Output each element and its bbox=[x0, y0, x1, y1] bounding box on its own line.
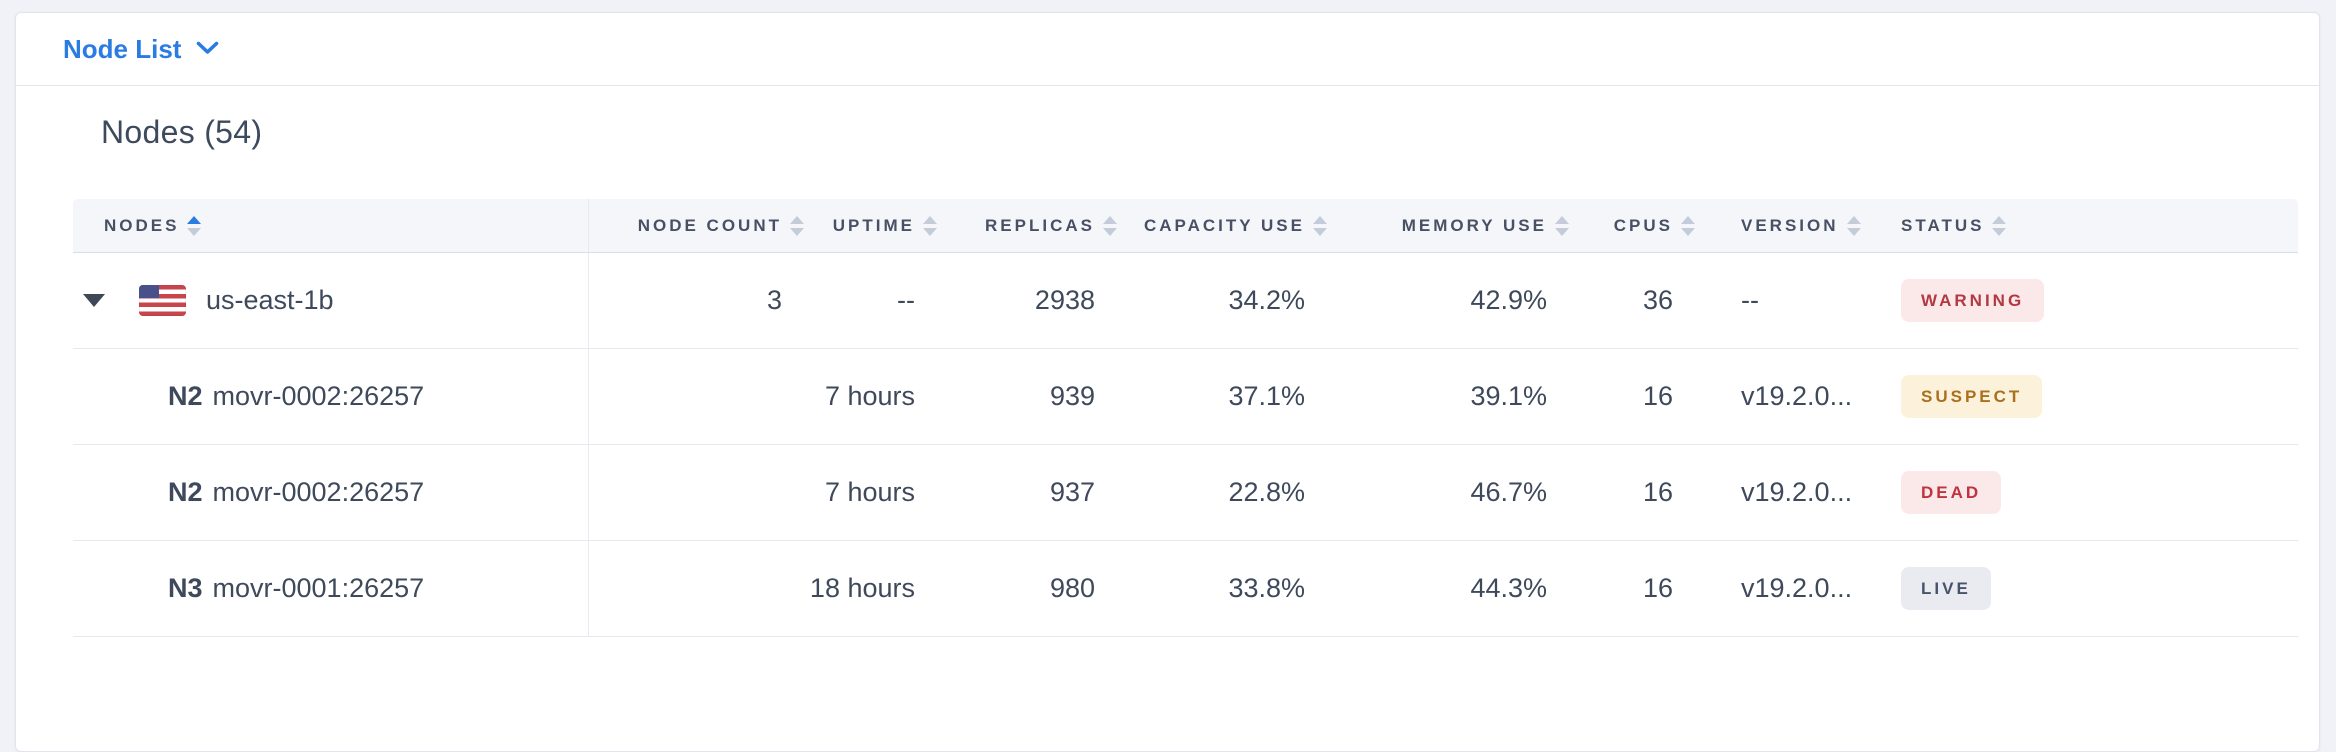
column-header-version[interactable]: VERSION bbox=[1699, 199, 1879, 252]
cell-status: DEAD bbox=[1879, 445, 2298, 540]
sort-arrows-icon bbox=[1103, 215, 1117, 236]
page-title: Nodes (54) bbox=[101, 114, 263, 150]
cell-cpus: 16 bbox=[1642, 381, 1673, 411]
table-row-node[interactable]: N2 movr-0002:26257 7 hours 939 37.1% 39.… bbox=[73, 349, 2298, 445]
collapse-triangle-icon[interactable] bbox=[83, 294, 105, 307]
node-id: N2 bbox=[168, 381, 203, 411]
topbar: Node List bbox=[16, 13, 2319, 86]
column-header-label: MEMORY USE bbox=[1401, 215, 1547, 235]
cell-replicas: 937 bbox=[1049, 477, 1095, 507]
cell-capacity-use: 33.8% bbox=[1228, 573, 1305, 603]
column-header-label: REPLICAS bbox=[985, 215, 1095, 235]
column-header-capacity-use[interactable]: CAPACITY USE bbox=[1121, 199, 1331, 252]
sort-arrows-icon bbox=[923, 215, 937, 236]
nodes-table: NODES NODE COUNT UPTIME REPLICAS CAPACIT… bbox=[73, 199, 2298, 637]
column-header-label: NODES bbox=[104, 215, 180, 235]
cell-version: v19.2.0... bbox=[1741, 477, 1853, 507]
cell-version: v19.2.0... bbox=[1741, 381, 1853, 411]
cell-uptime: 7 hours bbox=[824, 381, 915, 411]
us-flag-icon bbox=[139, 285, 186, 316]
column-header-nodes[interactable]: NODES bbox=[73, 199, 589, 252]
node-id: N3 bbox=[168, 573, 203, 603]
node-list-dropdown[interactable]: Node List bbox=[63, 34, 219, 65]
cell-memory-use: 42.9% bbox=[1470, 285, 1547, 315]
table-row-node[interactable]: N3 movr-0001:26257 18 hours 980 33.8% 44… bbox=[73, 541, 2298, 637]
column-header-replicas[interactable]: REPLICAS bbox=[941, 199, 1121, 252]
column-header-cpus[interactable]: CPUS bbox=[1573, 199, 1699, 252]
chevron-down-icon bbox=[196, 41, 219, 60]
cell-cpus: 36 bbox=[1642, 285, 1673, 315]
cell-cpus: 16 bbox=[1642, 573, 1673, 603]
sort-arrows-icon bbox=[1555, 215, 1569, 236]
cell-uptime: -- bbox=[897, 285, 915, 315]
table-header-row: NODES NODE COUNT UPTIME REPLICAS CAPACIT… bbox=[73, 199, 2298, 253]
cell-status: SUSPECT bbox=[1879, 349, 2298, 444]
cell-capacity-use: 34.2% bbox=[1228, 285, 1305, 315]
sort-arrows-icon bbox=[1681, 215, 1695, 236]
column-header-node-count[interactable]: NODE COUNT bbox=[589, 199, 808, 252]
region-name: us-east-1b bbox=[206, 285, 334, 315]
sort-arrows-icon bbox=[790, 215, 804, 236]
cell-capacity-use: 22.8% bbox=[1228, 477, 1305, 507]
cell-replicas: 939 bbox=[1049, 381, 1095, 411]
cell-uptime: 18 hours bbox=[809, 573, 915, 603]
column-header-label: CPUS bbox=[1613, 215, 1673, 235]
status-badge: LIVE bbox=[1901, 567, 1991, 610]
cell-nodes: us-east-1b bbox=[73, 253, 589, 348]
node-list-dropdown-label: Node List bbox=[63, 33, 182, 64]
node-id: N2 bbox=[168, 477, 203, 507]
sort-arrows-icon bbox=[187, 215, 202, 236]
cell-replicas: 2938 bbox=[1034, 285, 1095, 315]
cell-nodes: N2 movr-0002:26257 bbox=[73, 445, 589, 540]
cell-nodes: N2 movr-0002:26257 bbox=[73, 349, 589, 444]
cell-node-count bbox=[589, 541, 808, 636]
cell-memory-use: 46.7% bbox=[1470, 477, 1547, 507]
sort-arrows-icon bbox=[1846, 215, 1861, 236]
cell-status: LIVE bbox=[1879, 541, 2298, 636]
column-header-label: UPTIME bbox=[832, 215, 915, 235]
cell-memory-use: 44.3% bbox=[1470, 573, 1547, 603]
cell-nodes: N3 movr-0001:26257 bbox=[73, 541, 589, 636]
cell-version: v19.2.0... bbox=[1741, 573, 1853, 603]
status-badge: DEAD bbox=[1901, 471, 2002, 514]
node-address: movr-0001:26257 bbox=[212, 573, 425, 603]
column-header-label: VERSION bbox=[1741, 215, 1839, 235]
column-header-uptime[interactable]: UPTIME bbox=[808, 199, 941, 252]
status-badge: WARNING bbox=[1901, 279, 2045, 322]
node-address: movr-0002:26257 bbox=[212, 477, 425, 507]
sort-arrows-icon bbox=[1313, 215, 1327, 236]
cell-uptime: 7 hours bbox=[824, 477, 915, 507]
table-row-region[interactable]: us-east-1b 3 -- 2938 34.2% 42.9% 36 -- W… bbox=[73, 253, 2298, 349]
column-header-label: CAPACITY USE bbox=[1143, 215, 1305, 235]
column-header-memory-use[interactable]: MEMORY USE bbox=[1331, 199, 1573, 252]
column-header-status[interactable]: STATUS bbox=[1879, 199, 2298, 252]
cell-status: WARNING bbox=[1879, 253, 2298, 348]
cell-replicas: 980 bbox=[1049, 573, 1095, 603]
column-header-label: STATUS bbox=[1901, 215, 1985, 235]
node-list-card: Node List Nodes (54) NODES NODE COUNT UP… bbox=[15, 12, 2320, 752]
status-badge: SUSPECT bbox=[1901, 375, 2043, 418]
cell-cpus: 16 bbox=[1642, 477, 1673, 507]
cell-node-count bbox=[589, 349, 808, 444]
cell-capacity-use: 37.1% bbox=[1228, 381, 1305, 411]
cell-node-count: 3 bbox=[766, 285, 782, 315]
column-header-label: NODE COUNT bbox=[637, 215, 782, 235]
node-address: movr-0002:26257 bbox=[212, 381, 425, 411]
sort-arrows-icon bbox=[1992, 215, 2007, 236]
cell-memory-use: 39.1% bbox=[1470, 381, 1547, 411]
table-row-node[interactable]: N2 movr-0002:26257 7 hours 937 22.8% 46.… bbox=[73, 445, 2298, 541]
cell-node-count bbox=[589, 445, 808, 540]
cell-version: -- bbox=[1741, 285, 1759, 315]
